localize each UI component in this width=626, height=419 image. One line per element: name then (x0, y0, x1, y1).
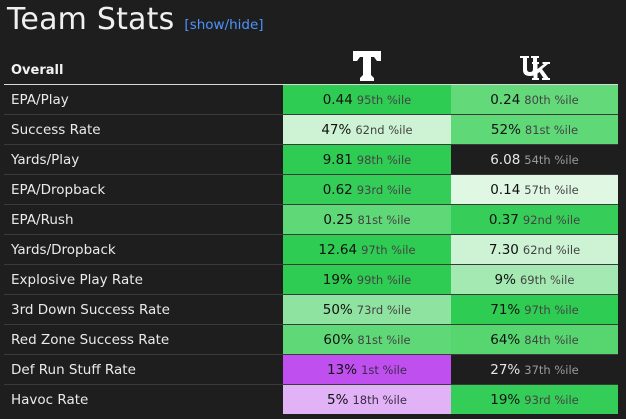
kentucky-stat-cell: 0.14 57th %ile (451, 174, 618, 205)
stat-percentile: 92nd %ile (522, 212, 581, 227)
kentucky-stat-cell: 6.08 54th %ile (451, 144, 618, 175)
stat-label: Def Run Stuff Rate (4, 354, 283, 385)
tennessee-stat-cell: 19% 99th %ile (283, 264, 451, 295)
tennessee-stat-cell: 0.25 81st %ile (283, 204, 451, 235)
stat-percentile: 98th %ile (356, 152, 412, 167)
stat-percentile: 57th %ile (524, 182, 579, 197)
kentucky-stat-cell: 0.37 92nd %ile (451, 204, 618, 235)
section-label: Overall (4, 44, 283, 85)
stat-label: Yards/Play (4, 144, 283, 175)
tennessee-stat-cell: 5% 18th %ile (283, 384, 451, 414)
stat-label: Explosive Play Rate (4, 264, 283, 295)
stat-percentile: 81st %ile (524, 122, 579, 137)
stats-table: Overall EPA/Play 0.44 95th %ile 0.24 80th %i… (4, 44, 618, 414)
stat-value: 0.37 (488, 211, 519, 228)
stat-percentile: 1st %ile (361, 362, 407, 377)
stat-value: 6.08 (490, 151, 521, 168)
stat-value: 7.30 (488, 241, 519, 258)
tennessee-stat-cell: 50% 73rd %ile (283, 294, 451, 325)
stat-value: 60% (323, 331, 354, 348)
stat-value: 0.14 (490, 181, 521, 198)
table-row: EPA/Dropback 0.62 93rd %ile 0.14 57th %ile (4, 174, 618, 205)
table-row: Explosive Play Rate 19% 99th %ile 9% 69th %i… (4, 264, 618, 295)
stat-percentile: 81st %ile (357, 212, 411, 227)
stat-label: Havoc Rate (4, 384, 283, 414)
stat-value: 0.44 (322, 91, 353, 108)
table-row: Havoc Rate 5% 18th %ile 19% 93rd %ile (4, 384, 618, 414)
kentucky-uk-logo (519, 56, 550, 80)
kentucky-stat-cell: 71% 97th %ile (451, 294, 618, 325)
stat-label: EPA/Dropback (4, 174, 283, 205)
show-hide-toggle-link[interactable]: [show/hide] (184, 17, 264, 33)
stat-value: 50% (322, 301, 353, 318)
kentucky-stat-cell: 9% 69th %ile (451, 264, 618, 295)
stat-value: 27% (490, 361, 521, 378)
table-row: Yards/Play 9.81 98th %ile 6.08 54th %ile (4, 144, 618, 175)
stat-percentile: 97th %ile (524, 302, 579, 317)
stat-value: 13% (327, 361, 358, 378)
stat-percentile: 37th %ile (524, 362, 579, 377)
stat-percentile: 18th %ile (352, 392, 407, 407)
stat-value: 0.62 (322, 181, 353, 198)
stat-percentile: 93rd %ile (524, 392, 579, 407)
stat-label: 3rd Down Success Rate (4, 294, 283, 325)
stat-percentile: 62nd %ile (522, 242, 581, 257)
stat-value: 12.64 (318, 241, 358, 258)
table-row: Red Zone Success Rate 60% 81st %ile 64% 84th… (4, 324, 618, 355)
stat-value: 19% (322, 271, 353, 288)
stat-percentile: 73rd %ile (356, 302, 412, 317)
stat-value: 19% (490, 391, 521, 408)
stat-percentile: 54th %ile (524, 152, 579, 167)
stat-value: 0.24 (490, 91, 521, 108)
title-row: Team Stats [show/hide] (7, 0, 264, 44)
kentucky-stat-cell: 64% 84th %ile (451, 324, 618, 355)
stat-percentile: 62nd %ile (355, 122, 413, 137)
tennessee-stat-cell: 0.62 93rd %ile (283, 174, 451, 205)
kentucky-stat-cell: 19% 93rd %ile (451, 384, 618, 414)
table-row: EPA/Rush 0.25 81st %ile 0.37 92nd %ile (4, 204, 618, 235)
tennessee-stat-cell: 0.44 95th %ile (283, 84, 451, 115)
stat-label: EPA/Rush (4, 204, 283, 235)
stat-value: 47% (321, 121, 352, 138)
table-row: Yards/Dropback 12.64 97th %ile 7.30 62nd %il… (4, 234, 618, 265)
stat-value: 5% (327, 391, 349, 408)
kentucky-stat-cell: 27% 37th %ile (451, 354, 618, 385)
stat-percentile: 95th %ile (356, 92, 412, 107)
stat-value: 52% (490, 121, 521, 138)
team-1-header (283, 44, 451, 85)
tennessee-stat-cell: 12.64 97th %ile (283, 234, 451, 265)
table-row: Success Rate 47% 62nd %ile 52% 81st %ile (4, 114, 618, 145)
tennessee-stat-cell: 47% 62nd %ile (283, 114, 451, 145)
stat-value: 9.81 (322, 151, 353, 168)
tennessee-stat-cell: 13% 1st %ile (283, 354, 451, 385)
stat-label: EPA/Play (4, 84, 283, 115)
stat-label: Red Zone Success Rate (4, 324, 283, 355)
stat-percentile: 81st %ile (357, 332, 411, 347)
tennessee-stat-cell: 9.81 98th %ile (283, 144, 451, 175)
stat-value: 64% (490, 331, 521, 348)
table-header-row: Overall (4, 44, 618, 85)
table-row: EPA/Play 0.44 95th %ile 0.24 80th %ile (4, 84, 618, 115)
table-row: 3rd Down Success Rate 50% 73rd %ile 71% 97th… (4, 294, 618, 325)
stat-percentile: 93rd %ile (356, 182, 412, 197)
tennessee-power-t-logo (353, 51, 381, 81)
stat-percentile: 97th %ile (361, 242, 416, 257)
stat-value: 71% (490, 301, 521, 318)
stat-label: Success Rate (4, 114, 283, 145)
stat-label: Yards/Dropback (4, 234, 283, 265)
stat-percentile: 84th %ile (524, 332, 579, 347)
team-2-header (451, 44, 618, 85)
stat-value: 9% (494, 271, 516, 288)
stat-value: 0.25 (323, 211, 354, 228)
kentucky-stat-cell: 7.30 62nd %ile (451, 234, 618, 265)
page-title: Team Stats (7, 2, 175, 37)
table-row: Def Run Stuff Rate 13% 1st %ile 27% 37th %il… (4, 354, 618, 385)
stat-percentile: 69th %ile (519, 272, 575, 287)
stat-percentile: 99th %ile (356, 272, 412, 287)
kentucky-stat-cell: 0.24 80th %ile (451, 84, 618, 115)
kentucky-stat-cell: 52% 81st %ile (451, 114, 618, 145)
stat-percentile: 80th %ile (524, 92, 579, 107)
tennessee-stat-cell: 60% 81st %ile (283, 324, 451, 355)
